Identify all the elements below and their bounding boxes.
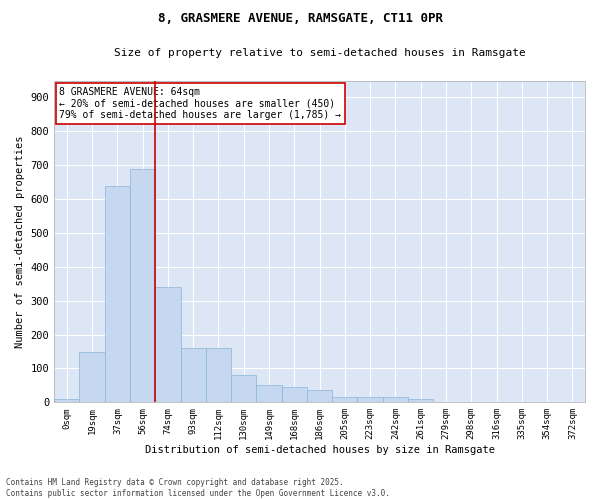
Bar bbox=[54, 399, 79, 402]
Bar bbox=[79, 352, 105, 403]
Bar bbox=[231, 375, 256, 402]
Y-axis label: Number of semi-detached properties: Number of semi-detached properties bbox=[15, 135, 25, 348]
X-axis label: Distribution of semi-detached houses by size in Ramsgate: Distribution of semi-detached houses by … bbox=[145, 445, 494, 455]
Bar bbox=[206, 348, 231, 403]
Text: 8, GRASMERE AVENUE, RAMSGATE, CT11 0PR: 8, GRASMERE AVENUE, RAMSGATE, CT11 0PR bbox=[157, 12, 443, 26]
Bar bbox=[105, 186, 130, 402]
Bar bbox=[155, 287, 181, 403]
Bar bbox=[332, 398, 358, 402]
Bar bbox=[408, 399, 433, 402]
Bar bbox=[358, 398, 383, 402]
Title: Size of property relative to semi-detached houses in Ramsgate: Size of property relative to semi-detach… bbox=[114, 48, 526, 58]
Bar bbox=[181, 348, 206, 403]
Bar bbox=[281, 387, 307, 402]
Bar bbox=[256, 386, 281, 402]
Text: Contains HM Land Registry data © Crown copyright and database right 2025.
Contai: Contains HM Land Registry data © Crown c… bbox=[6, 478, 390, 498]
Bar bbox=[130, 168, 155, 402]
Bar bbox=[307, 390, 332, 402]
Bar bbox=[383, 398, 408, 402]
Text: 8 GRASMERE AVENUE: 64sqm
← 20% of semi-detached houses are smaller (450)
79% of : 8 GRASMERE AVENUE: 64sqm ← 20% of semi-d… bbox=[59, 87, 341, 120]
